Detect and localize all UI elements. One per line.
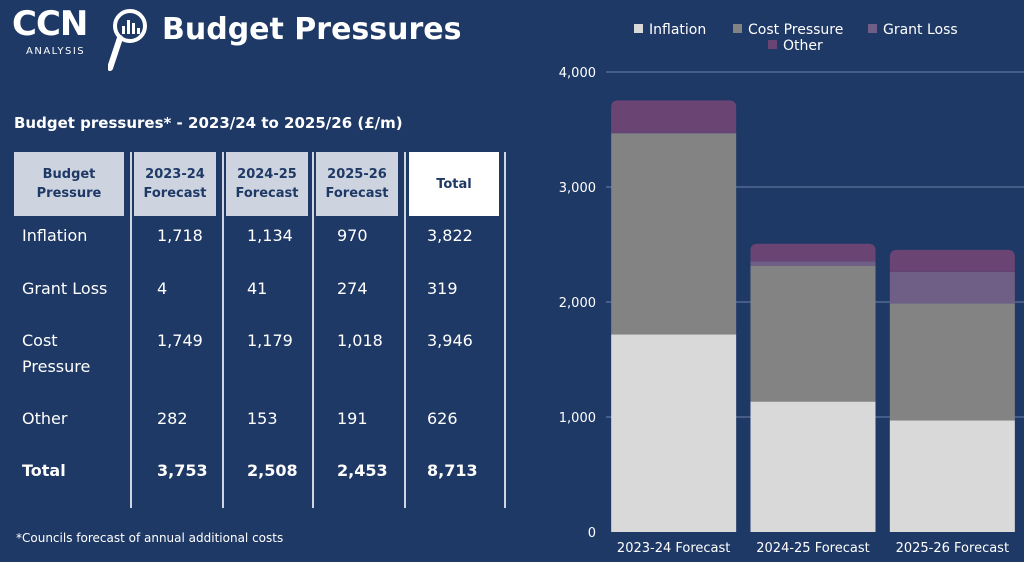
cell-other-2025-26: 191 xyxy=(337,409,368,428)
y-tick-label: 0 xyxy=(588,526,596,541)
cell-inflation-2025-26: 970 xyxy=(337,226,368,245)
stacked-bar-chart: 0 1,000 2,000 3,000 4,000 2023-24 Forecast 202… xyxy=(559,66,1024,556)
column-divider xyxy=(312,152,314,508)
header-total: Total xyxy=(409,152,499,216)
legend-swatch xyxy=(768,40,777,49)
cell-grant-loss-2025-26: 274 xyxy=(337,279,368,298)
cell-grant-loss-2024-25: 41 xyxy=(247,279,268,298)
row-label-grant-loss: Grant Loss xyxy=(22,279,108,298)
cell-other-total: 626 xyxy=(427,409,458,428)
legend-swatch xyxy=(868,24,877,33)
footnote: *Councils forecast of annual additional … xyxy=(16,531,284,545)
cell-cost-pressure-total: 3,946 xyxy=(427,331,473,350)
header-2024-25: 2024-25 Forecast xyxy=(226,152,308,216)
y-tick-label: 3,000 xyxy=(559,181,596,196)
column-divider xyxy=(222,152,224,508)
legend-item-grant-loss: Grant Loss xyxy=(868,22,958,38)
cell-cost-pressure-2023-24: 1,749 xyxy=(157,331,203,350)
legend-item-cost-pressure: Cost Pressure xyxy=(733,22,843,38)
legend-label: Other xyxy=(783,38,823,54)
cell-cost-pressure-2025-26: 1,018 xyxy=(337,331,383,350)
legend-label: Cost Pressure xyxy=(748,22,844,38)
cell-grant-loss-total: 319 xyxy=(427,279,458,298)
header-2025-26: 2025-26 Forecast xyxy=(316,152,398,216)
bar-segment-grant-loss xyxy=(889,271,1015,304)
bar-segment-other xyxy=(611,100,737,133)
cell-inflation-total: 3,822 xyxy=(427,226,473,245)
cell-total-2025-26: 2,453 xyxy=(337,461,388,480)
bar-segment-other xyxy=(750,243,876,262)
y-tick-label: 2,000 xyxy=(559,296,596,311)
cell-other-2024-25: 153 xyxy=(247,409,278,428)
legend-label: Inflation xyxy=(649,22,707,38)
bar-segment-grant-loss xyxy=(750,261,876,267)
cell-cost-pressure-2024-25: 1,179 xyxy=(247,331,293,350)
table-caption: Budget pressures* - 2023/24 to 2025/26 (… xyxy=(14,114,403,132)
bar-segment-inflation xyxy=(750,401,876,532)
legend-label: Grant Loss xyxy=(883,22,958,38)
y-tick-label: 1,000 xyxy=(559,411,596,426)
row-label-cost-pressure: Cost Pressure xyxy=(22,331,91,376)
legend-item-other: Other xyxy=(768,38,823,54)
header-2023-24: 2023-24 Forecast xyxy=(134,152,216,216)
x-tick-label: 2025-26 Forecast xyxy=(896,541,1009,556)
column-divider xyxy=(404,152,406,508)
bar-segment-other xyxy=(889,249,1015,272)
legend-swatch xyxy=(634,24,643,33)
ccn-logo: CCN ANALYSIS xyxy=(12,4,152,71)
magnifier-chart-icon xyxy=(108,9,147,71)
cell-total-total: 8,713 xyxy=(427,461,478,480)
legend-item-inflation: Inflation xyxy=(634,22,706,38)
cell-total-2024-25: 2,508 xyxy=(247,461,298,480)
row-label-other: Other xyxy=(22,409,68,428)
cell-other-2023-24: 282 xyxy=(157,409,188,428)
cell-total-2023-24: 3,753 xyxy=(157,461,208,480)
bar-segment-cost-pressure xyxy=(750,266,876,402)
bar-segment-inflation xyxy=(611,334,737,532)
header-budget-pressure: Budget Pressure xyxy=(14,152,124,216)
logo-text: CCN xyxy=(12,4,88,44)
bar-segment-grant-loss xyxy=(611,132,737,134)
x-tick-label: 2023-24 Forecast xyxy=(617,541,730,556)
x-tick-label: 2024-25 Forecast xyxy=(756,541,869,556)
bar-segment-cost-pressure xyxy=(889,303,1015,421)
legend-swatch xyxy=(733,24,742,33)
page-title: Budget Pressures xyxy=(162,12,462,47)
column-divider xyxy=(130,152,132,508)
cell-inflation-2023-24: 1,718 xyxy=(157,226,203,245)
cell-inflation-2024-25: 1,134 xyxy=(247,226,293,245)
bar-segment-inflation xyxy=(889,420,1015,532)
bar-segment-cost-pressure xyxy=(611,133,737,335)
budget-table: Budget Pressure 2023-24 Forecast 2024-25… xyxy=(14,152,510,508)
cell-grant-loss-2023-24: 4 xyxy=(157,279,168,298)
logo-subtext: ANALYSIS xyxy=(26,46,86,57)
column-divider xyxy=(504,152,506,508)
row-label-inflation: Inflation xyxy=(22,226,88,245)
y-tick-label: 4,000 xyxy=(559,66,596,81)
row-label-total: Total xyxy=(22,461,66,480)
